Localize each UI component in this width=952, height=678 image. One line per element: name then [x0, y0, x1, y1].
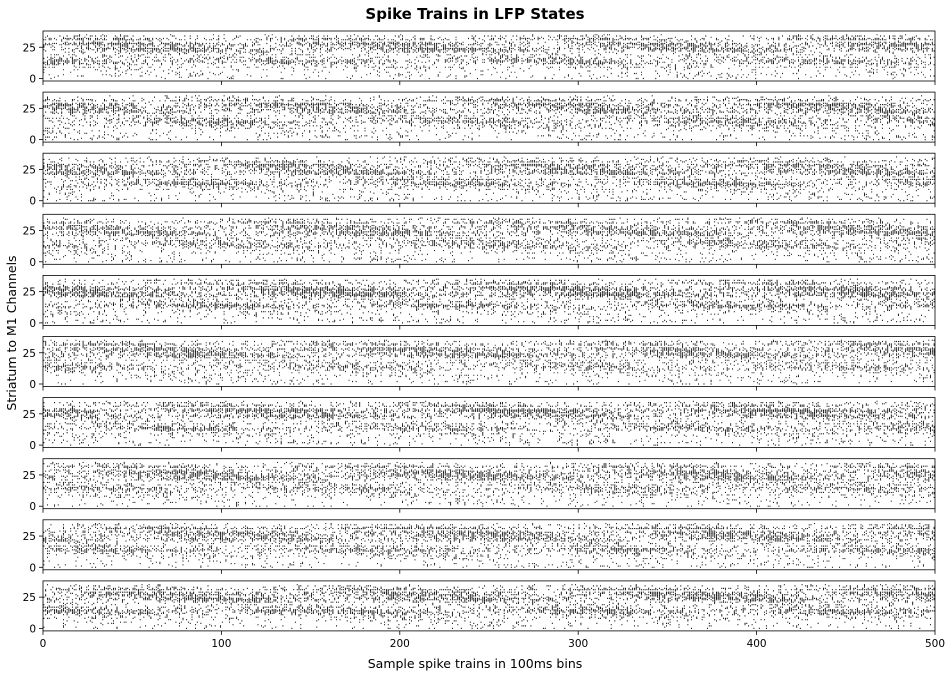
x-tick-label: 500 — [925, 638, 945, 650]
panel-frame — [42, 336, 936, 387]
x-tick-label: 200 — [390, 638, 410, 650]
y-tick-label: 0 — [29, 196, 36, 208]
spike-marks — [43, 34, 935, 80]
raster-panel: 0 25 — [23, 91, 936, 147]
panel-frame — [42, 580, 936, 632]
y-tick-label: 25 — [23, 42, 36, 54]
y-tick-label: 0 — [29, 623, 36, 635]
y-tick-label: 25 — [23, 103, 36, 115]
y-tick-label: 0 — [29, 74, 36, 86]
panel-frame — [42, 30, 936, 82]
spike-marks — [43, 461, 935, 507]
raster-panel: 0 25 — [23, 458, 936, 513]
y-tick-label: 0 — [29, 257, 36, 269]
y-tick-label: 25 — [23, 470, 36, 482]
raster-panels: 0 25 0 25 0 25 0 25 0 25 0 25 0 25 0 25 0 25 0 25 0 100 200 300… — [23, 30, 945, 650]
raster-panel: 0 25 — [23, 336, 936, 391]
y-tick-label: 0 — [29, 379, 36, 391]
chart-title: Spike Trains in LFP States — [365, 5, 584, 23]
y-tick-label: 25 — [23, 348, 36, 360]
raster-panel: 0 25 — [23, 397, 936, 452]
spike-marks — [43, 278, 935, 324]
panel-frame — [42, 152, 936, 204]
panel-frame — [42, 91, 936, 143]
y-tick-label: 0 — [29, 135, 36, 147]
x-axis-label: Sample spike trains in 100ms bins — [368, 656, 583, 671]
raster-panel: 0 25 — [23, 213, 936, 269]
x-tick-label: 400 — [747, 638, 767, 650]
panel-frame — [42, 274, 936, 326]
y-tick-label: 0 — [29, 318, 36, 330]
y-tick-label: 25 — [23, 531, 36, 543]
panel-frame — [42, 213, 936, 265]
spike-marks — [43, 95, 935, 141]
spike-marks — [43, 339, 935, 385]
y-tick-label: 0 — [29, 440, 36, 452]
x-tick-label: 300 — [568, 638, 588, 650]
raster-panel: 0 25 — [23, 274, 936, 330]
panel-frame — [42, 397, 936, 449]
y-tick-label: 25 — [23, 287, 36, 299]
y-tick-label: 25 — [23, 409, 36, 421]
raster-panel: 0 25 — [23, 519, 936, 574]
y-tick-label: 25 — [23, 226, 36, 238]
spike-marks — [43, 523, 935, 568]
raster-panel: 0 25 — [23, 152, 936, 208]
x-tick-label: 100 — [211, 638, 231, 650]
spike-marks — [43, 584, 935, 629]
x-tick-label: 0 — [40, 638, 47, 650]
y-tick-label: 25 — [23, 164, 36, 176]
spike-marks — [43, 156, 935, 202]
panel-frame — [42, 458, 936, 510]
y-tick-label: 0 — [29, 562, 36, 574]
y-tick-label: 25 — [23, 592, 36, 604]
spike-marks — [43, 217, 935, 263]
raster-panel: 0 25 — [23, 30, 936, 86]
spike-marks — [43, 400, 935, 446]
raster-panel: 0 25 0 100 200 300 400 500 — [23, 580, 945, 650]
panel-frame — [42, 519, 936, 571]
y-tick-label: 0 — [29, 501, 36, 513]
y-axis-label: Striatum to M1 Channels — [4, 255, 19, 410]
